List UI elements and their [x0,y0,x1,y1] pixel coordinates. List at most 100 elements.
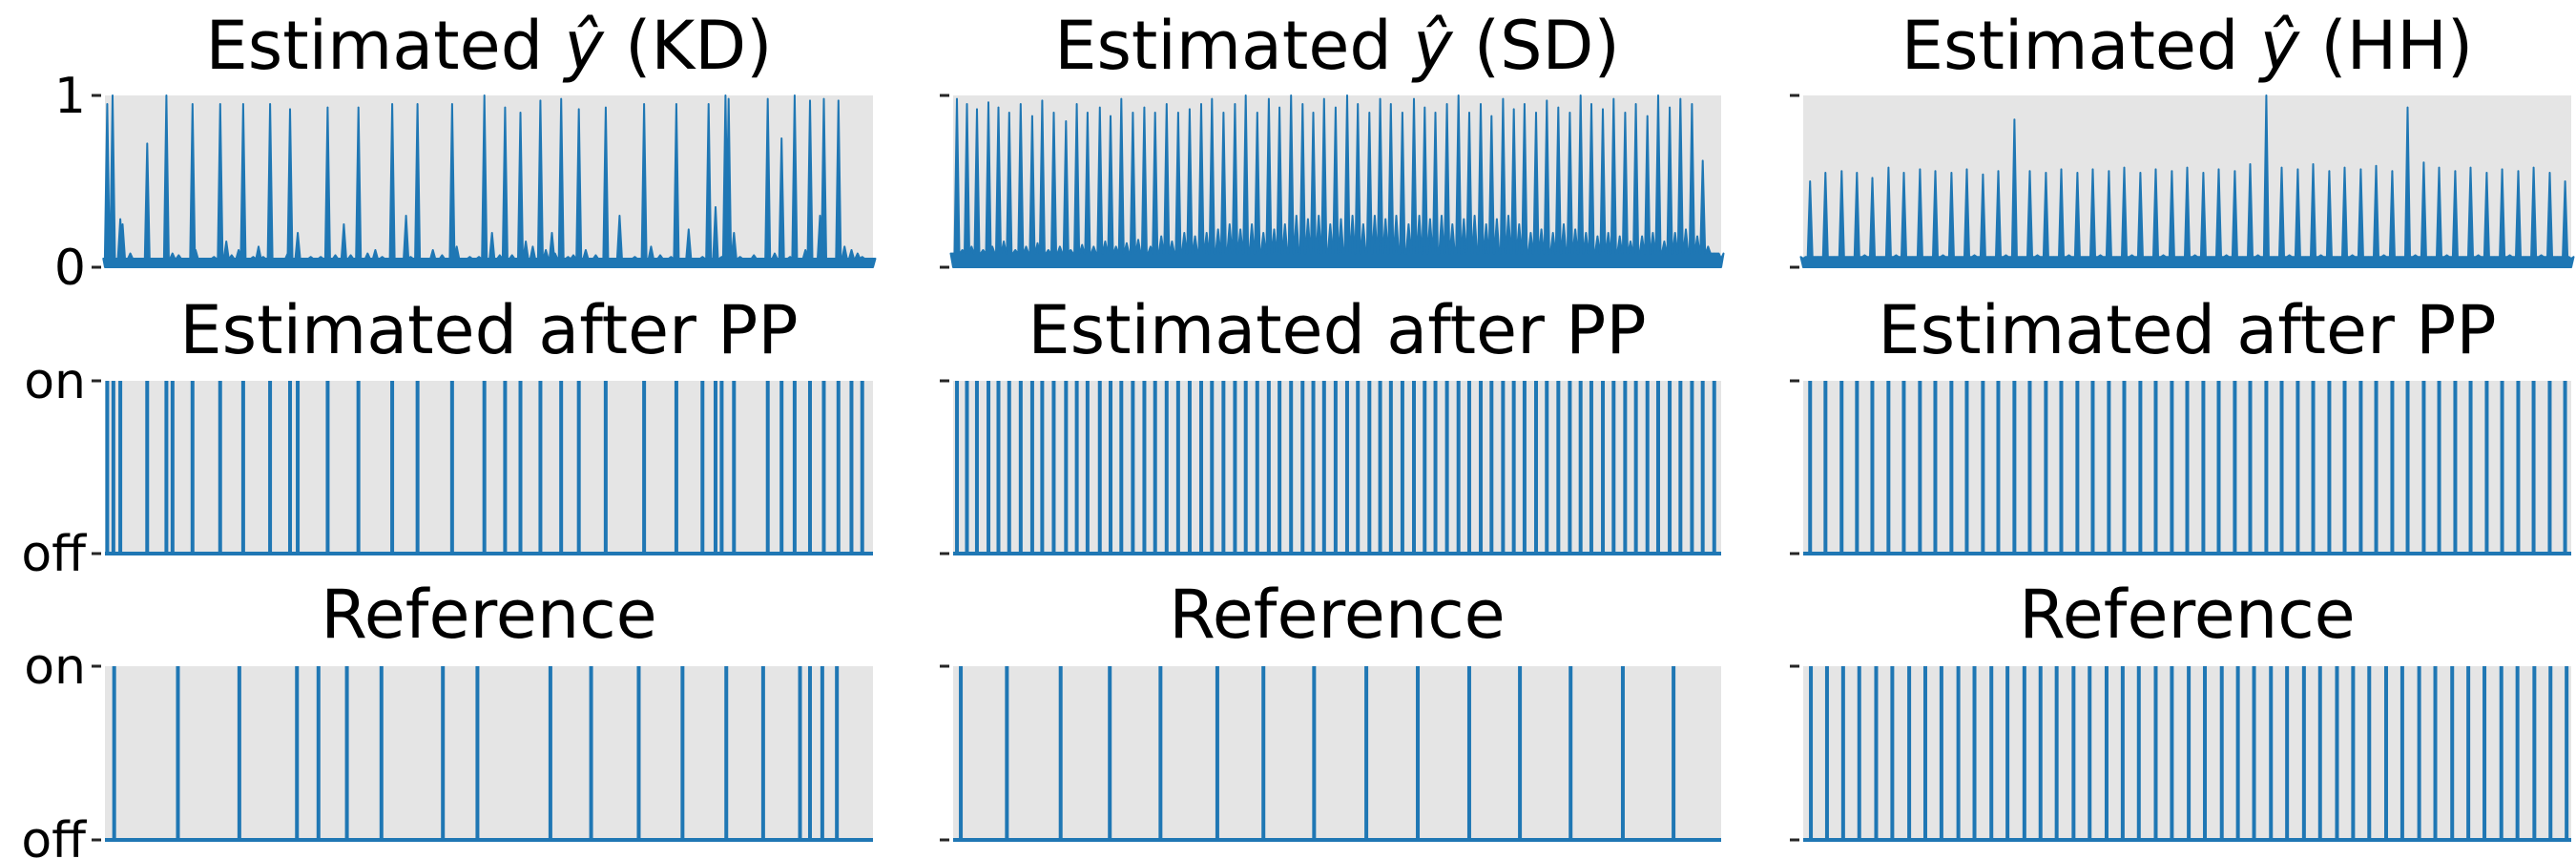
data-point [1150,245,1152,248]
data-point [2445,254,2448,257]
data-point [857,252,859,255]
data-point [1374,215,1376,217]
data-point [551,232,553,234]
data-point [1965,168,1968,171]
data-point [605,106,607,109]
data-point [794,94,796,96]
data-point [1568,112,1571,114]
data-point [1323,97,1325,100]
data-point [297,232,299,234]
data-point [1036,242,1039,244]
data-point [1256,112,1258,114]
data-point [2186,166,2189,169]
data-point [1546,99,1548,102]
data-point [1685,228,1687,231]
data-point [659,254,661,257]
data-point [519,112,522,114]
data-point [1997,170,2000,172]
data-point [1395,215,1398,217]
data-point [675,103,677,105]
data-point [1590,103,1592,105]
data-point [119,218,121,220]
subplot-title: Estimated ŷ (SD) [1054,7,1620,85]
data-point [1618,235,1621,238]
data-point [2414,254,2417,257]
data-point [1048,249,1049,251]
data-point [594,254,597,257]
data-point [1902,172,1905,174]
data-point [1451,223,1454,225]
data-point [1833,256,1835,259]
estimate-series [949,94,1725,268]
data-point [1824,172,1827,174]
data-point [1701,159,1704,162]
data-point [1657,94,1659,96]
data-point [1551,232,1554,234]
data-point [1335,106,1337,109]
data-point [2171,170,2173,172]
data-point [2524,256,2527,259]
data-point [2296,168,2299,171]
data-point [1496,218,1498,220]
data-point [1802,258,1804,260]
data-point [416,103,419,105]
data-point [720,256,723,259]
data-point [982,249,985,251]
data-point [2210,256,2212,259]
data-point [2249,163,2252,165]
data-point [1283,223,1286,225]
data-point [2391,170,2394,172]
data-point [2154,168,2157,171]
data-point [431,249,434,251]
data-point [872,258,874,260]
data-point [819,215,821,217]
data-point [733,232,736,234]
subplot-title: Estimated ŷ (KD) [206,7,773,85]
subplot-3: Estimated ŷ (HH) [1790,7,2575,269]
data-point [1958,256,1961,259]
data-point [1110,115,1111,117]
data-point [1177,112,1179,114]
subplot-title: Estimated after PP [179,291,798,369]
data-point [618,215,621,217]
data-point [1669,106,1671,109]
data-point [213,256,216,259]
data-point [1329,223,1332,225]
data-point [1863,254,1866,257]
data-point [1268,97,1270,100]
data-point [2084,256,2087,259]
data-point [320,256,322,259]
data-point [1540,228,1543,231]
data-point [766,97,769,100]
subplot-9: Reference [1790,576,2571,842]
data-point [1646,115,1649,117]
data-point [2036,254,2039,257]
data-point [822,97,825,100]
data-point [2115,256,2118,259]
data-point [1809,180,1812,182]
data-point [258,245,260,248]
data-point [1160,235,1162,238]
data-point [585,249,587,251]
data-point [866,258,869,260]
data-point [2108,170,2110,172]
data-point [1502,97,1505,100]
data-point [789,256,791,259]
data-point [837,99,840,102]
data-point [129,252,132,255]
data-point [809,99,811,102]
data-point [2021,256,2024,259]
data-point [165,94,168,96]
data-point [381,256,384,259]
data-point [1087,112,1089,114]
data-point [1579,94,1582,96]
data-point [231,254,233,257]
data-point [160,258,163,260]
data-point [455,245,458,248]
data-point [1707,245,1710,248]
data-point [391,103,393,105]
data-point [976,108,978,111]
data-point [146,142,149,145]
data-point [1379,97,1381,100]
